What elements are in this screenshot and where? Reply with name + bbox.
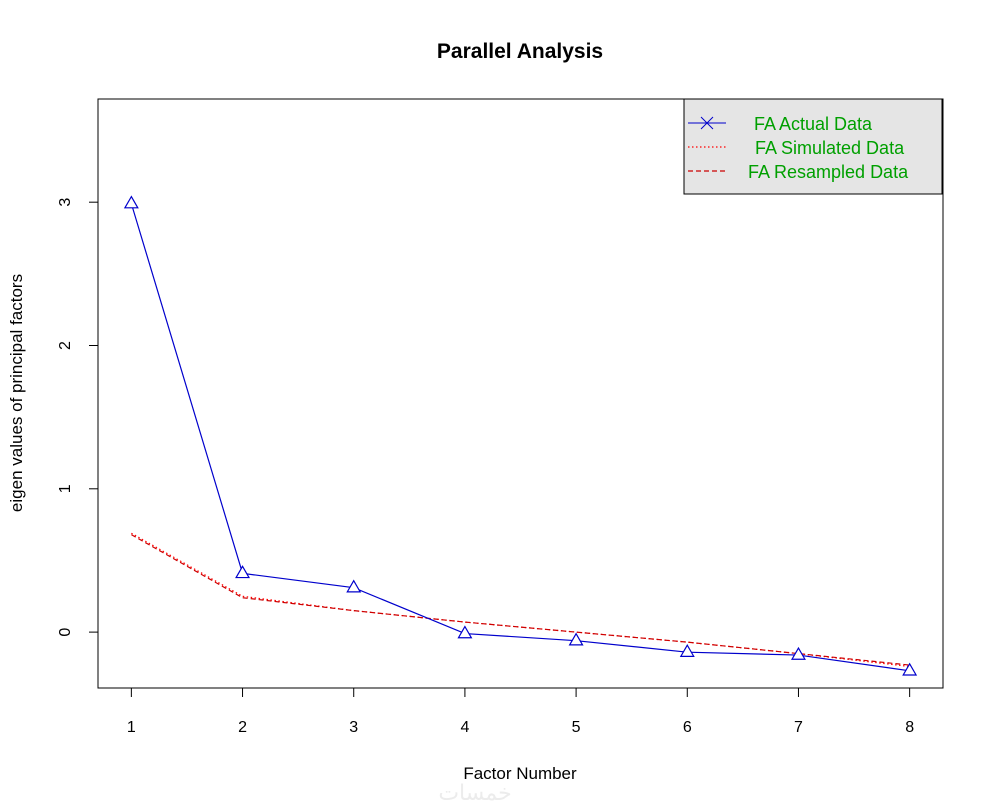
data-point-triangle <box>235 565 251 579</box>
y-tick-label: 3 <box>57 198 74 207</box>
x-tick-label: 1 <box>127 719 136 736</box>
data-point-triangle <box>568 632 584 646</box>
y-tick-label: 1 <box>57 484 74 493</box>
series-line-0 <box>130 203 910 672</box>
legend-label-actual: FA Actual Data <box>754 114 873 134</box>
x-tick-label: 8 <box>905 719 914 736</box>
y-tick-label: 2 <box>57 341 74 350</box>
data-point-triangle <box>679 643 695 657</box>
legend-label-resampled: FA Resampled Data <box>748 162 909 182</box>
data-point-triangle <box>902 662 918 676</box>
data-point-triangle <box>123 195 139 209</box>
x-tick-label: 2 <box>238 719 247 736</box>
series-layer <box>123 195 918 676</box>
chart-title: Parallel Analysis <box>437 40 603 63</box>
y-tick-label: 0 <box>57 628 74 637</box>
data-point-triangle <box>346 579 362 593</box>
legend-label-simulated: FA Simulated Data <box>755 138 905 158</box>
y-axis: 0 1 2 3 <box>57 198 99 637</box>
data-point-triangle <box>790 646 806 660</box>
series-line-1 <box>131 532 910 668</box>
legend-box <box>683 98 943 195</box>
x-tick-label: 5 <box>572 719 581 736</box>
watermark: خمسات <box>438 781 511 806</box>
series-line-2 <box>131 534 910 666</box>
x-axis-label: Factor Number <box>463 764 577 783</box>
legend: FA Actual Data FA Simulated Data FA Resa… <box>683 98 943 195</box>
y-axis-label: eigen values of principal factors <box>7 274 26 512</box>
x-tick-label: 3 <box>349 719 358 736</box>
x-tick-label: 4 <box>460 719 469 736</box>
x-cross-icon <box>700 116 714 130</box>
x-tick-label: 6 <box>683 719 692 736</box>
data-point-triangle <box>457 625 473 639</box>
x-tick-label: 7 <box>794 719 803 736</box>
x-axis: 1 2 3 4 5 6 7 8 <box>127 687 914 736</box>
